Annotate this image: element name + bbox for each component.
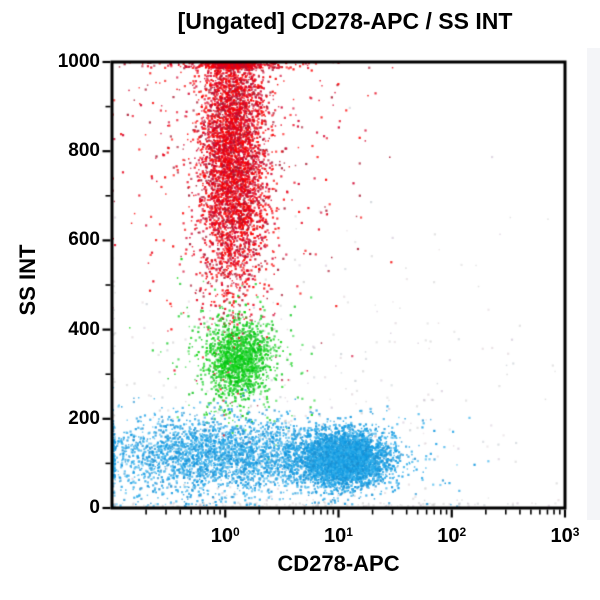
y-tick-label: 800 xyxy=(68,140,100,162)
y-tick-label: 0 xyxy=(89,497,100,518)
x-tick-label: 100 xyxy=(210,525,240,547)
x-tick-label: 102 xyxy=(437,525,467,547)
y-axis-label: SS INT xyxy=(15,244,40,316)
y-tick-label: 400 xyxy=(68,318,100,340)
chart-title: [Ungated] CD278-APC / SS INT xyxy=(177,8,513,34)
y-tick-label: 600 xyxy=(68,229,100,251)
y-tick-label: 1000 xyxy=(57,51,100,72)
x-axis-label: CD278-APC xyxy=(277,551,400,576)
y-tick-label: 200 xyxy=(68,407,100,429)
x-tick-label: 103 xyxy=(550,525,580,547)
x-tick-label: 101 xyxy=(324,525,353,547)
